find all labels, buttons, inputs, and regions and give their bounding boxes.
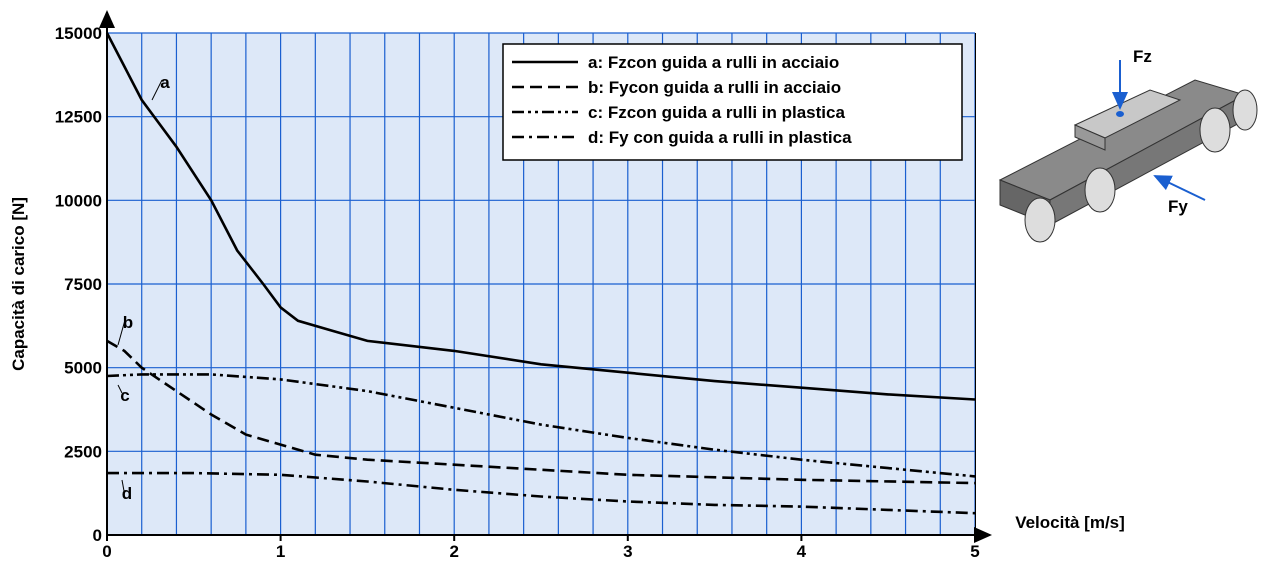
carriage-illustration <box>1000 60 1257 242</box>
x-axis-label: Velocità [m/s] <box>1015 513 1125 532</box>
curve-label: a <box>160 73 170 92</box>
x-tick-label: 3 <box>623 542 632 561</box>
x-tick-label: 4 <box>797 542 807 561</box>
legend-label: c: Fzcon guida a rulli in plastica <box>588 103 845 122</box>
x-tick-label: 2 <box>449 542 458 561</box>
x-tick-label: 5 <box>970 542 979 561</box>
force-label: Fz <box>1133 47 1152 66</box>
legend-label: d: Fy con guida a rulli in plastica <box>588 128 852 147</box>
legend-label: b: Fycon guida a rulli in acciaio <box>588 78 841 97</box>
y-tick-label: 5000 <box>64 359 102 378</box>
x-tick-label: 1 <box>276 542 285 561</box>
curve-label: b <box>123 313 133 332</box>
legend-label: a: Fzcon guida a rulli in acciaio <box>588 53 839 72</box>
curve-label: d <box>122 484 132 503</box>
curve-label: c <box>120 386 129 405</box>
y-tick-label: 0 <box>93 526 102 545</box>
y-tick-label: 7500 <box>64 275 102 294</box>
y-tick-label: 2500 <box>64 442 102 461</box>
y-tick-label: 15000 <box>55 24 102 43</box>
x-tick-label: 0 <box>102 542 111 561</box>
force-label: Fy <box>1168 197 1188 216</box>
y-tick-label: 10000 <box>55 191 102 210</box>
chart: Velocità [m/s] Capacità di carico [N] a:… <box>0 0 1261 563</box>
plot-border <box>975 33 976 535</box>
y-axis-label: Capacità di carico [N] <box>9 197 28 371</box>
y-tick-label: 12500 <box>55 108 102 127</box>
